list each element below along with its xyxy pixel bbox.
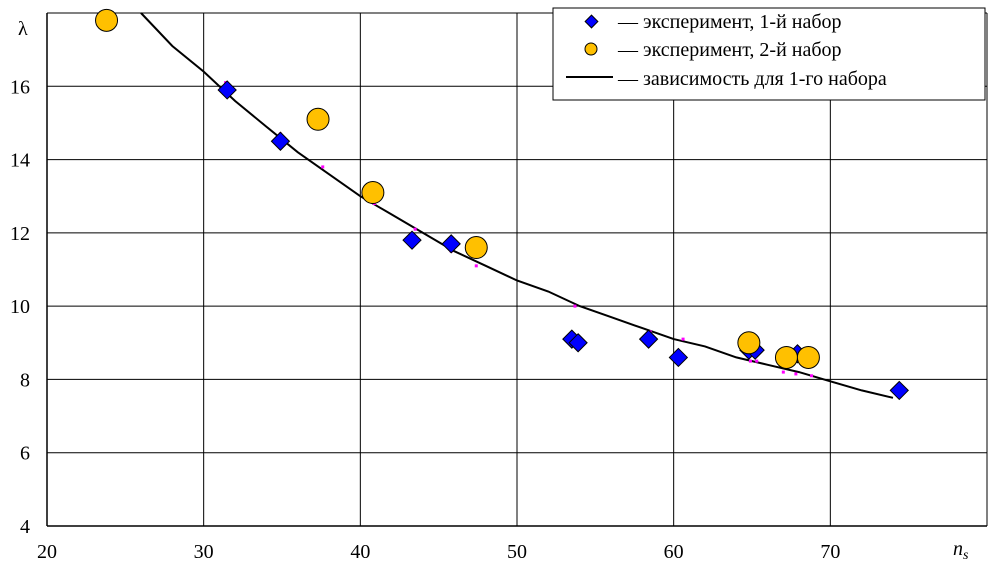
y-tick-label: 8 — [20, 369, 30, 391]
y-tick-label: 4 — [20, 516, 30, 538]
x-tick-label: 20 — [37, 541, 57, 563]
set2-circle-point — [737, 331, 761, 355]
plot-area — [95, 8, 909, 401]
set1-diamond-point — [638, 329, 659, 349]
x-tick-label: 30 — [194, 541, 214, 563]
legend-item-fit: — зависимость для 1-го набора — [566, 68, 887, 90]
x-tick-label: 60 — [664, 541, 684, 563]
legend-label-set2: — эксперимент, 2-й набор — [617, 39, 842, 61]
legend-box — [552, 7, 986, 101]
x-tick-label: 50 — [507, 541, 527, 563]
residual-dot — [748, 359, 752, 363]
fit-line — [140, 12, 894, 399]
set1-diamond-point — [217, 80, 237, 100]
set2-circle-point — [774, 345, 798, 369]
legend-label-set1: — эксперимент, 1-й набор — [617, 11, 842, 33]
legend: — эксперимент, 1-й набор — эксперимент, … — [552, 7, 986, 101]
set1-diamond-point — [668, 347, 689, 368]
x-tick-label: 40 — [350, 541, 370, 563]
x-axis-label: ns — [953, 538, 969, 563]
set2-circle-point — [95, 8, 119, 32]
set1-diamond-point — [270, 131, 291, 151]
residual-dot — [474, 264, 478, 268]
legend-item-set2: — эксперимент, 2-й набор — [584, 39, 842, 61]
x-tick-label: 70 — [820, 541, 840, 563]
legend-diamond-marker — [584, 14, 599, 29]
legend-label-fit: — зависимость для 1-го набора — [617, 68, 887, 90]
set1-diamond-point — [402, 230, 422, 250]
legend-item-set1: — эксперимент, 1-й набор — [584, 11, 842, 33]
y-tick-label: 14 — [10, 150, 30, 172]
residual-dot — [810, 374, 814, 378]
residual-dot — [755, 359, 759, 363]
set1-diamond-point — [889, 380, 909, 401]
residual-dot — [573, 304, 577, 308]
residual-dot — [794, 372, 798, 376]
set1-diamond-point — [441, 234, 461, 254]
set2-circle-point — [796, 345, 820, 369]
residual-dot — [413, 227, 417, 231]
tick-labels: 20 30 40 50 60 70 4 6 8 10 12 14 16 — [10, 76, 840, 563]
x-axis-label-main: n — [953, 538, 963, 560]
set2-circle-point — [306, 107, 330, 131]
y-axis-label: λ — [18, 18, 28, 40]
set2-circle-point — [361, 181, 385, 205]
residual-dot — [321, 165, 325, 169]
chart-axes — [46, 13, 987, 527]
residual-dot — [681, 337, 685, 341]
legend-circle-marker — [584, 42, 598, 56]
x-axis-label-subscript: s — [963, 548, 969, 563]
y-tick-label: 10 — [10, 296, 30, 318]
y-tick-label: 12 — [10, 223, 30, 245]
y-tick-label: 16 — [10, 76, 30, 98]
set2-circle-point — [464, 236, 488, 260]
y-tick-label: 6 — [20, 443, 30, 465]
set1-diamond-point — [568, 333, 588, 353]
residual-dot — [781, 370, 785, 374]
